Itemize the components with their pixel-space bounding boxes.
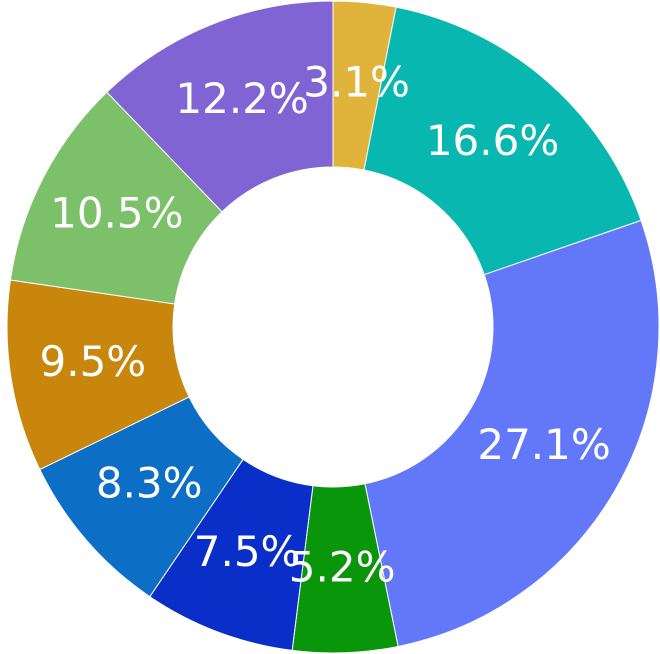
data-label: 3.1% <box>303 58 410 107</box>
data-label: 10.5% <box>50 189 183 238</box>
slice <box>106 0 334 213</box>
slice <box>364 219 660 648</box>
data-label: 5.2% <box>289 542 396 591</box>
data-label: 27.1% <box>477 420 610 469</box>
data-label: 12.2% <box>175 74 308 123</box>
data-label: 9.5% <box>40 337 147 386</box>
data-label: 16.6% <box>426 116 559 165</box>
data-label: 7.5% <box>194 527 301 576</box>
data-label: 8.3% <box>96 458 203 507</box>
slice <box>363 6 642 276</box>
